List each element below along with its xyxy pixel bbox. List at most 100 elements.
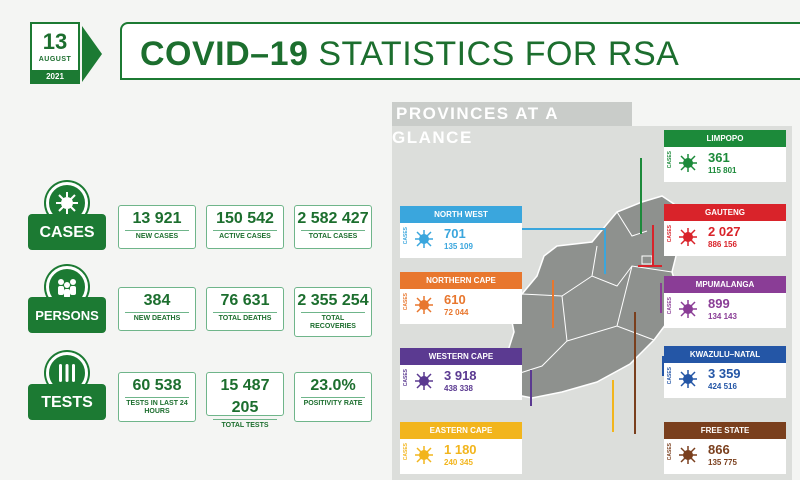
cases-tag: CASES <box>667 297 673 315</box>
province-card-kwazulu-natal: KWAZULU–NATAL CASES 3 359 424 516 <box>664 346 786 398</box>
province-name: MPUMALANGA <box>664 276 786 293</box>
cases-tag: CASES <box>667 151 673 169</box>
stat-label: NEW CASES <box>125 230 189 241</box>
province-card-limpopo: LIMPOPO CASES 361 115 801 <box>664 130 786 182</box>
virus-icon <box>679 154 697 172</box>
cases-tag: CASES <box>403 293 409 311</box>
limpopo-connector <box>640 158 642 234</box>
cases-tag: CASES <box>667 225 673 243</box>
province-name: LIMPOPO <box>664 130 786 147</box>
stat-label: TOTAL RECOVERIES <box>301 312 365 331</box>
title-rest: STATISTICS FOR RSA <box>318 35 680 73</box>
province-name: KWAZULU–NATAL <box>664 346 786 363</box>
northwest-connector-h <box>518 228 604 230</box>
mpumalanga-connector <box>660 283 662 313</box>
virus-icon <box>415 230 433 248</box>
date-year: 2021 <box>30 70 80 84</box>
title-bold: COVID–19 <box>140 35 309 73</box>
province-card-gauteng: GAUTENG CASES 2 027 886 156 <box>664 204 786 256</box>
stat-value: 60 538 <box>132 377 182 394</box>
stat-label: TOTAL DEATHS <box>213 312 277 323</box>
provinces-title: PROVINCES AT A GLANCE <box>392 102 632 147</box>
kzn-connector <box>662 356 664 376</box>
province-total: 135 109 <box>444 242 473 251</box>
province-name: EASTERN CAPE <box>400 422 522 439</box>
cases-tag: CASES <box>403 227 409 245</box>
province-total: 240 345 <box>444 458 473 467</box>
easterncape-connector <box>612 380 614 432</box>
date-badge: 13 AUGUST 2021 <box>30 22 80 84</box>
gauteng-connector-h <box>638 265 662 267</box>
province-name: GAUTENG <box>664 204 786 221</box>
stat-value: 150 542 <box>216 210 274 227</box>
province-card-north-west: NORTH WEST CASES 701 135 109 <box>400 206 522 258</box>
page-title: COVID–19 STATISTICS FOR RSA <box>140 35 679 74</box>
province-new: 866 <box>708 442 730 457</box>
total-tests-stat: 15 487 205 TOTAL TESTS <box>206 372 284 429</box>
province-new: 899 <box>708 296 730 311</box>
province-card-eastern-cape: EASTERN CAPE CASES 1 180 240 345 <box>400 422 522 474</box>
title-banner: COVID–19 STATISTICS FOR RSA <box>120 22 800 80</box>
province-name: NORTH WEST <box>400 206 522 223</box>
freestate-connector <box>634 312 636 434</box>
tests-24h-stat: 60 538 TESTS IN LAST 24 HOURS <box>118 372 196 422</box>
cases-tag: CASES <box>403 369 409 387</box>
province-name: FREE STATE <box>664 422 786 439</box>
province-name: NORTHERN CAPE <box>400 272 522 289</box>
virus-icon <box>679 300 697 318</box>
province-name: WESTERN CAPE <box>400 348 522 365</box>
stat-value: 2 355 254 <box>297 292 369 309</box>
cases-label: CASES <box>28 214 106 250</box>
cases-tag: CASES <box>667 367 673 385</box>
cases-tag: CASES <box>403 443 409 461</box>
provinces-title-text: PROVINCES AT A GLANCE <box>392 104 559 147</box>
province-new: 361 <box>708 150 730 165</box>
province-total: 72 044 <box>444 308 469 317</box>
stat-value: 15 487 205 <box>220 377 270 416</box>
arrow-right-icon <box>82 26 102 82</box>
date-day: 13 <box>42 29 68 54</box>
south-africa-map <box>506 195 683 399</box>
positivity-rate-stat: 23.0% POSITIVITY RATE <box>294 372 372 422</box>
persons-label: PERSONS <box>28 297 106 333</box>
province-new: 610 <box>444 292 466 307</box>
stat-label: ACTIVE CASES <box>213 230 277 241</box>
tests-label: TESTS <box>28 384 106 420</box>
province-new: 3 359 <box>708 366 741 381</box>
virus-icon <box>415 372 433 390</box>
province-card-northern-cape: NORTHERN CAPE CASES 610 72 044 <box>400 272 522 324</box>
province-total: 424 516 <box>708 382 737 391</box>
stat-label: POSITIVITY RATE <box>301 397 365 408</box>
total-deaths-stat: 76 631 TOTAL DEATHS <box>206 287 284 331</box>
province-total: 438 338 <box>444 384 473 393</box>
date-month: AUGUST <box>38 56 72 63</box>
province-card-western-cape: WESTERN CAPE CASES 3 918 438 338 <box>400 348 522 400</box>
total-cases-stat: 2 582 427 TOTAL CASES <box>294 205 372 249</box>
northerncape-connector <box>552 280 554 328</box>
cases-tag: CASES <box>667 443 673 461</box>
province-total: 115 801 <box>708 166 737 175</box>
stat-value: 23.0% <box>310 377 356 394</box>
stat-label: TESTS IN LAST 24 HOURS <box>125 397 189 416</box>
gauteng-connector <box>652 225 654 267</box>
virus-icon <box>415 296 433 314</box>
province-new: 1 180 <box>444 442 477 457</box>
province-new: 701 <box>444 226 466 241</box>
active-cases-stat: 150 542 ACTIVE CASES <box>206 205 284 249</box>
province-new: 2 027 <box>708 224 741 239</box>
virus-icon <box>679 370 697 388</box>
new-cases-stat: 13 921 NEW CASES <box>118 205 196 249</box>
total-recoveries-stat: 2 355 254 TOTAL RECOVERIES <box>294 287 372 337</box>
westerncape-connector <box>530 370 532 406</box>
virus-icon <box>415 446 433 464</box>
new-deaths-stat: 384 NEW DEATHS <box>118 287 196 331</box>
province-card-free-state: FREE STATE CASES 866 135 775 <box>664 422 786 474</box>
stat-value: 384 <box>143 292 171 309</box>
virus-icon <box>679 446 697 464</box>
province-new: 3 918 <box>444 368 477 383</box>
province-total: 135 775 <box>708 458 737 467</box>
stat-label: TOTAL TESTS <box>213 419 277 430</box>
stat-value: 76 631 <box>220 292 270 309</box>
province-total: 886 156 <box>708 240 737 249</box>
stat-value: 2 582 427 <box>297 210 369 227</box>
